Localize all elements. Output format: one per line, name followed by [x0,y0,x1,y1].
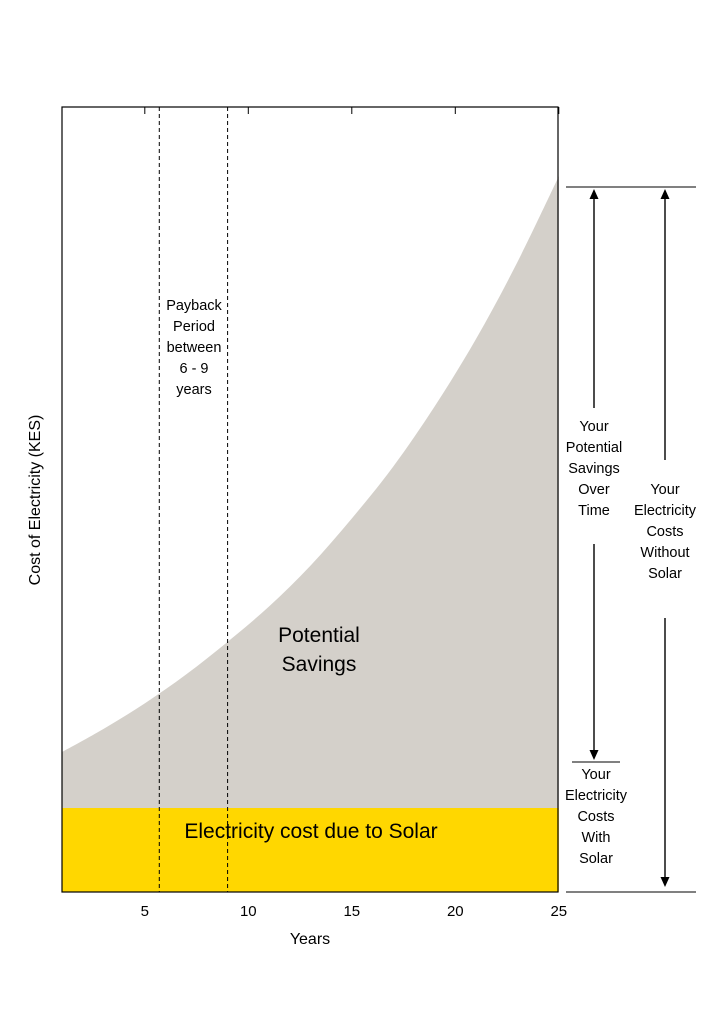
x-tick-label: 20 [447,903,464,920]
savings-over-time-label: Savings [568,461,620,477]
savings-over-time-label: Time [578,503,610,519]
savings-over-time-label: Potential [566,440,622,456]
costs-without-solar-label: Your [650,482,679,498]
y-axis-title: Cost of Electricity (KES) [27,415,44,586]
payback-label: between [167,340,222,356]
savings-over-time-label: Over [578,482,610,498]
x-axis-title: Years [290,931,330,948]
solar-cost-band [62,808,559,892]
x-tick-label: 15 [343,903,360,920]
costs-without-solar-label: Costs [646,524,683,540]
savings-arrow-head-down [589,750,599,760]
savings-over-time-label: Your [579,419,608,435]
solar-cost-label: Electricity cost due to Solar [184,820,437,843]
x-tick-label: 10 [240,903,257,920]
potential-savings-label: Savings [282,653,357,676]
payback-label: Period [173,319,215,335]
potential-savings-label: Potential [278,624,360,647]
costs-without-solar-label: Electricity [634,503,697,519]
payback-label: Payback [166,298,222,314]
plot-frame [61,106,559,893]
potential-savings-area [62,176,559,808]
costs-with-solar-label: Costs [577,809,614,825]
payback-label: years [176,382,211,398]
costs-with-solar-label: With [582,830,611,846]
costs-without-solar-label: Without [640,545,689,561]
costs-with-solar-label: Your [581,767,610,783]
costs-without-solar-label: Solar [648,566,682,582]
costs-with-solar-label: Solar [579,851,613,867]
x-tick-label: 25 [550,903,567,920]
without-solar-arrow-head-down [660,877,670,887]
payback-label: 6 - 9 [179,361,208,377]
without-solar-arrow-head-up [660,189,670,199]
savings-arrow-head-up [589,189,599,199]
x-tick-label: 5 [141,903,149,920]
costs-with-solar-label: Electricity [565,788,628,804]
